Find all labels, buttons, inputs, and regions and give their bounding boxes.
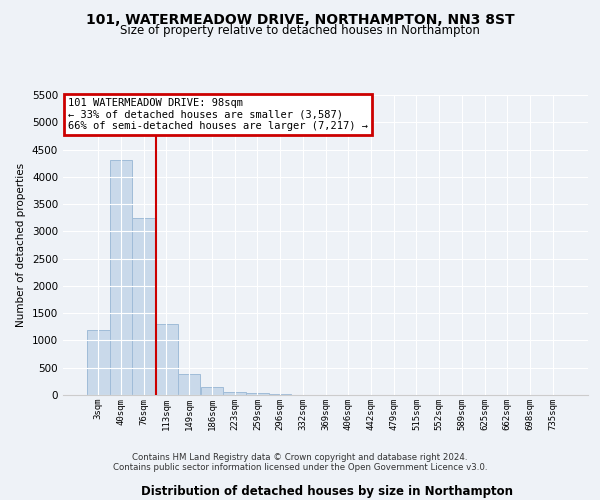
Bar [269, 394, 292, 395]
Bar [178, 374, 200, 395]
Text: Contains HM Land Registry data © Crown copyright and database right 2024.
Contai: Contains HM Land Registry data © Crown c… [113, 453, 487, 472]
Bar [200, 388, 223, 395]
Bar [110, 160, 133, 395]
Bar [133, 218, 155, 395]
Bar [87, 330, 110, 395]
Y-axis label: Number of detached properties: Number of detached properties [16, 163, 26, 327]
Text: 101, WATERMEADOW DRIVE, NORTHAMPTON, NN3 8ST: 101, WATERMEADOW DRIVE, NORTHAMPTON, NN3… [86, 12, 514, 26]
Text: Distribution of detached houses by size in Northampton: Distribution of detached houses by size … [141, 484, 513, 498]
Text: 101 WATERMEADOW DRIVE: 98sqm
← 33% of detached houses are smaller (3,587)
66% of: 101 WATERMEADOW DRIVE: 98sqm ← 33% of de… [68, 98, 368, 131]
Text: Size of property relative to detached houses in Northampton: Size of property relative to detached ho… [120, 24, 480, 37]
Bar [223, 392, 246, 395]
Bar [246, 393, 269, 395]
Bar [155, 324, 178, 395]
